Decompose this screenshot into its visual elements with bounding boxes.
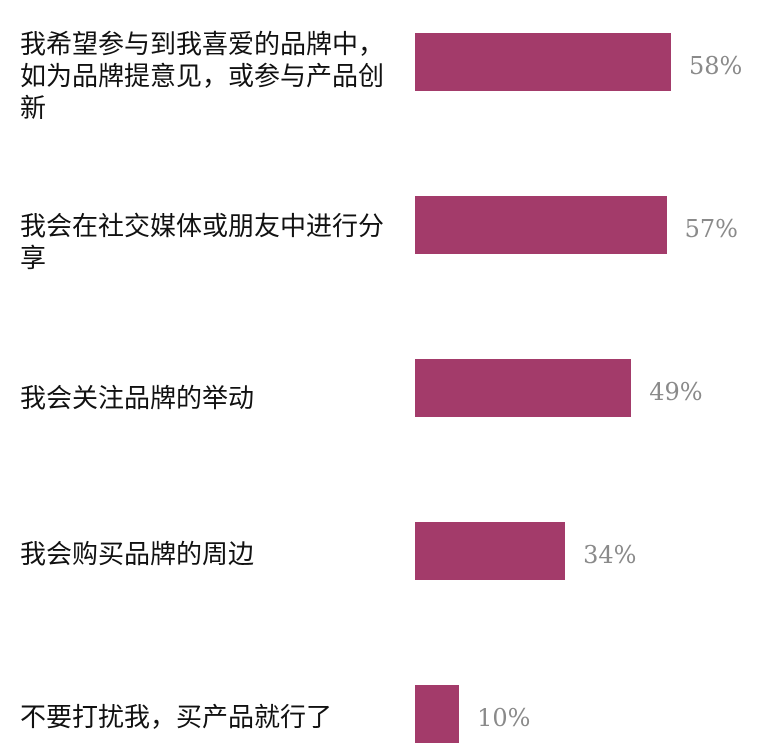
bar (415, 33, 671, 91)
bar (415, 522, 566, 580)
value-label: 58% (689, 52, 743, 80)
value-label: 49% (649, 378, 703, 406)
category-label: 我会关注品牌的举动 (20, 384, 255, 414)
value-label: 57% (684, 215, 738, 243)
category-label: 不要打扰我，买产品就行了 (20, 703, 333, 733)
value-label: 34% (583, 541, 637, 569)
category-label: 我希望参与到我喜爱的品牌中，如为品牌提意见，或参与产品创新 (20, 30, 385, 124)
category-label: 我会在社交媒体或朋友中进行分享 (20, 212, 385, 274)
bar (415, 359, 632, 417)
bar (415, 196, 667, 254)
category-label: 我会购买品牌的周边 (20, 540, 255, 570)
bar (415, 685, 460, 743)
value-label: 10% (477, 704, 531, 732)
